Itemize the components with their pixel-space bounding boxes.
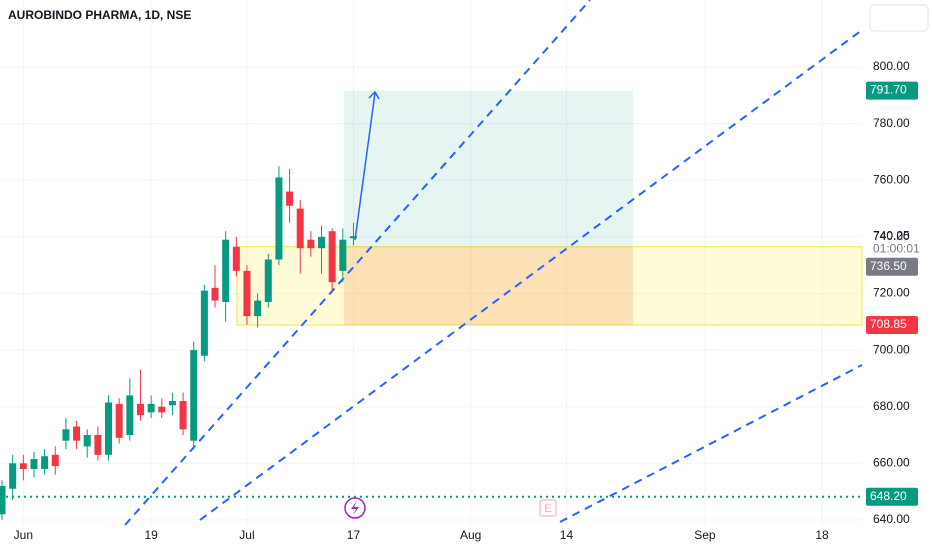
trend-line [124,0,591,526]
candle-body [328,231,336,283]
candle-body [51,454,59,467]
price-label-box [866,257,918,276]
countdown-label: 01:00:01 [873,241,920,255]
price-label: 791.70 [870,83,907,97]
x-tick-label: 19 [144,528,158,542]
candle-body [73,426,81,441]
y-tick-label: 800.00 [873,59,910,73]
target-zone [344,90,633,247]
y-tick-label: 640.00 [873,512,910,526]
x-tick-label: 14 [560,528,574,542]
candle-body [339,239,347,271]
candle-body [349,236,357,239]
y-tick-label: 680.00 [873,399,910,413]
candle-body [222,239,230,302]
y-tick-label: 720.00 [873,286,910,300]
price-label: 648.20 [870,489,907,503]
x-tick-label: Jul [239,528,254,542]
candle-body [254,300,262,317]
x-tick-label: Sep [694,528,716,542]
price-label: 736.50 [870,259,907,273]
event-icon-bolt [351,501,359,515]
menu-button[interactable] [869,4,929,32]
arrow [354,90,380,241]
y-tick-label: 700.00 [873,342,910,356]
candle-body [136,403,144,416]
x-tick-label: Jun [14,528,33,542]
trend-line [559,364,863,523]
candle-body [318,236,326,249]
candle-body [126,395,134,435]
stop-zone [344,246,633,326]
earnings-icon[interactable] [539,499,557,517]
y-tick-label: 660.00 [873,455,910,469]
candle-body [232,246,240,271]
candle-body [0,485,6,515]
candle-body [94,435,102,455]
y-tick-label: 760.00 [873,172,910,186]
candle-body [275,177,283,260]
x-tick-label: Aug [460,528,481,542]
candle-body [307,239,315,249]
candle-body [105,402,113,455]
trend-line [199,29,863,521]
candle-body [9,463,17,489]
chart-title: AUROBINDO PHARMA, 1D, NSE [8,8,191,22]
candle-body [158,406,166,413]
x-tick-label: 18 [815,528,829,542]
candle-body [62,429,70,441]
candle-body [190,350,198,441]
earnings-icon-label: E [544,503,551,515]
candle-body [200,290,208,356]
price-label: 708.85 [870,317,907,331]
candle-body [19,463,27,469]
candle-body [243,270,251,317]
candle-body [168,401,176,406]
x-tick-label: 17 [347,528,361,542]
y-tick-label: 740.00 [873,229,910,243]
candle-body [147,403,155,413]
plot-area: 640.00 660.00 680.00 700.00 720.00 740.00 760.… [0,0,910,542]
series [0,166,357,520]
y-tick-label: 780.00 [873,116,910,130]
last-price-label: 740.25 [873,228,910,242]
candle-body [115,403,123,438]
candle-body [264,259,272,302]
price-label-box [866,316,918,335]
candle-body [179,401,187,430]
price-label-box [866,81,918,100]
candle-body [211,287,219,301]
candle-body [296,208,304,249]
candle-body [30,459,38,469]
price-label-box [866,487,918,506]
candle-body [286,191,294,206]
candle-body [41,456,49,469]
candle-body [83,435,91,447]
